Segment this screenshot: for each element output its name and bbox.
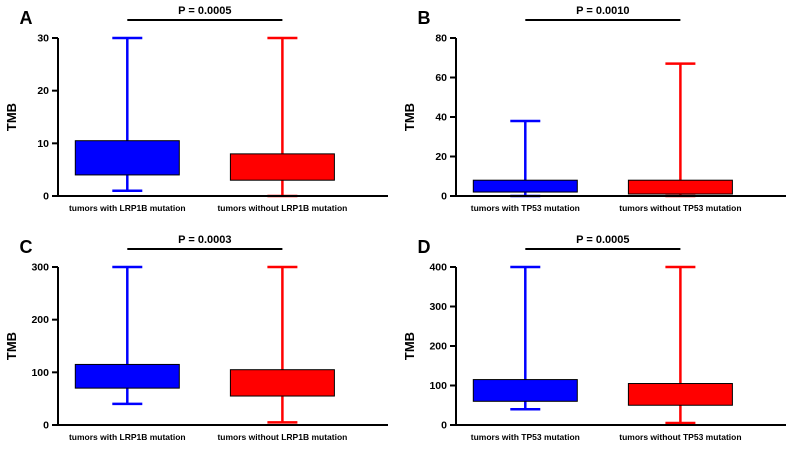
y-tick-label: 40	[435, 112, 447, 124]
panel-a-chart: tumors with LRP1B mutation tumors without…	[4, 5, 388, 213]
y-axis-title: TMB	[402, 103, 417, 131]
y-tick-label: 0	[43, 191, 49, 203]
box	[472, 379, 578, 402]
panel-letter: D	[418, 237, 431, 257]
panel-a: tumors with LRP1B mutation tumors without…	[0, 0, 398, 229]
box	[74, 140, 180, 176]
box	[74, 363, 180, 389]
y-tick-label: 0	[43, 420, 49, 432]
category-label: tumors without LRP1B mutation	[217, 432, 347, 442]
category-label: tumors with LRP1B mutation	[69, 432, 186, 442]
y-tick-label: 100	[31, 367, 49, 379]
panel-letter: B	[418, 8, 431, 28]
p-value-label: P = 0.0005	[178, 5, 231, 17]
box	[472, 179, 578, 193]
y-tick-label: 0	[441, 191, 447, 203]
panel-c: tumors with LRP1B mutation tumors without…	[0, 229, 398, 458]
y-tick-label: 10	[37, 138, 49, 150]
category-label: tumors with LRP1B mutation	[69, 203, 186, 213]
p-value-label: P = 0.0003	[178, 234, 231, 246]
p-value-label: P = 0.0005	[576, 234, 629, 246]
panel-b: tumors with TP53 mutation tumors without …	[398, 0, 796, 229]
box	[627, 179, 733, 195]
category-label: tumors with TP53 mutation	[471, 432, 580, 442]
category-label: tumors with TP53 mutation	[471, 203, 580, 213]
y-tick-label: 20	[435, 151, 447, 163]
panel-d-chart: tumors with TP53 mutation tumors without …	[402, 234, 786, 442]
panel-b-chart: tumors with TP53 mutation tumors without …	[402, 5, 786, 213]
y-tick-label: 300	[31, 262, 49, 274]
y-tick-label: 20	[37, 85, 49, 97]
y-tick-label: 300	[429, 301, 447, 313]
category-label: tumors without LRP1B mutation	[217, 203, 347, 213]
y-axis-title: TMB	[4, 103, 19, 131]
y-tick-label: 200	[31, 314, 49, 326]
y-tick-label: 80	[435, 33, 447, 45]
box	[229, 369, 335, 397]
y-tick-label: 200	[429, 341, 447, 353]
panel-c-chart: tumors with LRP1B mutation tumors without…	[4, 234, 388, 442]
y-tick-label: 400	[429, 262, 447, 274]
panel-letter: C	[20, 237, 33, 257]
p-value-label: P = 0.0010	[576, 5, 629, 17]
y-axis-title: TMB	[402, 332, 417, 360]
y-tick-label: 60	[435, 72, 447, 84]
panel-d: tumors with TP53 mutation tumors without …	[398, 229, 796, 458]
category-label: tumors without TP53 mutation	[619, 203, 741, 213]
y-axis-title: TMB	[4, 332, 19, 360]
y-tick-label: 0	[441, 420, 447, 432]
y-tick-label: 100	[429, 380, 447, 392]
box	[229, 153, 335, 181]
y-tick-label: 30	[37, 33, 49, 45]
panel-letter: A	[20, 8, 33, 28]
box	[627, 383, 733, 406]
category-label: tumors without TP53 mutation	[619, 432, 741, 442]
